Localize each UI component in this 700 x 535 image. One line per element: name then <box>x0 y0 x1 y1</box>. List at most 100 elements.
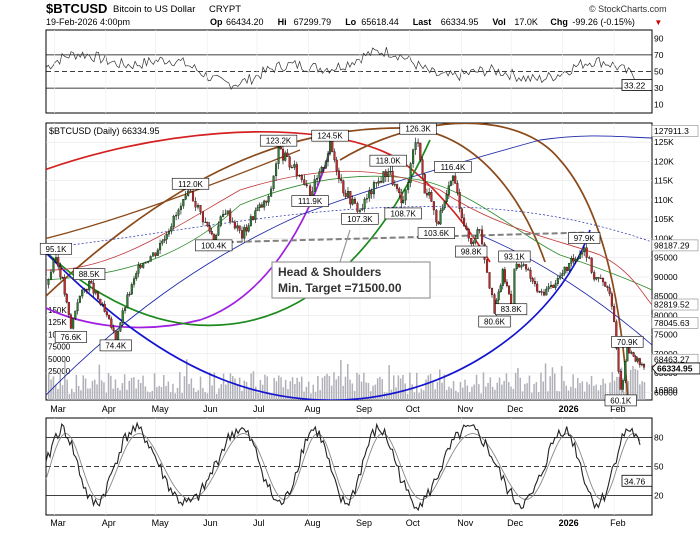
volume-bar <box>556 390 558 400</box>
volume-bar <box>128 380 130 400</box>
price-annotation-box <box>604 394 637 407</box>
candle-body <box>288 156 291 168</box>
volume-bar <box>176 387 179 400</box>
candle-body <box>531 278 534 282</box>
candle-body <box>210 231 213 235</box>
candle-body <box>568 262 571 271</box>
candle-body <box>412 149 415 164</box>
candle-body <box>572 258 575 262</box>
bottom-month-label: Sep <box>356 518 372 528</box>
candle-body <box>610 293 613 307</box>
volume-bar <box>383 392 386 400</box>
candle-body <box>124 307 127 311</box>
candle-body <box>165 234 168 240</box>
volume-bar <box>528 375 531 400</box>
candle-body <box>184 195 187 200</box>
volume-bar <box>303 391 305 400</box>
volume-bar <box>209 372 211 400</box>
candle-body <box>194 201 197 208</box>
volume-tick-label: 125K <box>48 318 67 327</box>
candle-body <box>395 184 399 189</box>
volume-bar <box>206 393 209 400</box>
volume-bar <box>183 376 186 400</box>
volume-bar <box>627 381 630 400</box>
price-tick-label: 120K <box>654 156 674 166</box>
volume-bar <box>174 393 176 400</box>
top-current-box <box>621 79 653 91</box>
callout-pointer <box>339 229 351 263</box>
volume-bar <box>475 374 478 400</box>
candle-body <box>414 142 417 150</box>
candle-body <box>480 229 484 245</box>
volume-bar <box>312 384 314 400</box>
candle-body <box>389 171 392 173</box>
volume-bar <box>632 366 634 400</box>
candle-body <box>518 263 521 268</box>
volume-bar <box>514 372 517 400</box>
volume-bar <box>618 377 620 400</box>
candle-body <box>472 241 475 244</box>
price-annotation-label: 111.9K <box>298 197 323 206</box>
candle-body <box>561 273 564 277</box>
candle-body <box>94 291 97 294</box>
price-annotation-box <box>73 268 106 280</box>
candle-body <box>293 164 296 168</box>
candle-body <box>361 208 364 211</box>
candle-body <box>305 184 308 187</box>
candle-body <box>114 330 117 340</box>
volume-bar <box>547 391 549 400</box>
volume-bar <box>420 388 423 400</box>
candle-body <box>72 318 75 329</box>
volume-bar <box>172 383 174 400</box>
volume-bar <box>87 388 89 400</box>
blue-arc <box>46 229 591 400</box>
candle-body <box>226 210 229 215</box>
ohlc-label-op: Op <box>210 17 223 27</box>
candle-body <box>258 204 261 208</box>
candle-body <box>428 192 431 196</box>
volume-bar <box>641 381 643 400</box>
candle-body <box>545 288 548 296</box>
volume-bar <box>393 375 395 400</box>
candle-body <box>279 147 282 150</box>
volume-bar <box>73 392 75 400</box>
candle-body <box>229 210 232 222</box>
bottom-month-label: Feb <box>610 518 626 528</box>
candle-body <box>549 284 553 287</box>
volume-bar <box>167 381 170 400</box>
candle-body <box>316 177 319 180</box>
volume-bar <box>600 385 602 400</box>
volume-bar <box>225 384 227 400</box>
candle-body <box>460 208 463 219</box>
candle-body <box>465 225 468 230</box>
candle-body <box>344 192 347 197</box>
bottom-current-box <box>621 474 653 487</box>
candle-body <box>407 182 410 190</box>
candle-body <box>191 191 195 202</box>
candle-body <box>245 227 248 232</box>
volume-bar <box>179 372 181 400</box>
top-oscillator-line <box>45 47 641 90</box>
ohlc-value-op: 66434.20 <box>226 17 264 27</box>
x-axis-month-label: Nov <box>457 404 474 414</box>
volume-bar <box>395 387 397 400</box>
bottom-month-label: Jul <box>253 518 265 528</box>
volume-bar <box>519 377 521 400</box>
candle-body <box>161 240 164 244</box>
volume-bar <box>577 378 579 400</box>
right-value-box <box>651 317 699 329</box>
price-annotation-label: 70.9K <box>617 338 639 347</box>
candle-body <box>353 198 357 204</box>
candle-body <box>337 170 340 180</box>
volume-bar <box>82 375 84 400</box>
candle-body <box>617 348 620 372</box>
candle-body <box>628 347 631 354</box>
price-annotation-label: 60.1K <box>610 396 632 405</box>
volume-bar <box>524 383 526 400</box>
volume-bar <box>238 377 241 400</box>
volume-bar <box>487 382 489 400</box>
candle-body <box>219 216 222 226</box>
candle-body <box>640 363 643 366</box>
candle-body <box>182 199 185 207</box>
